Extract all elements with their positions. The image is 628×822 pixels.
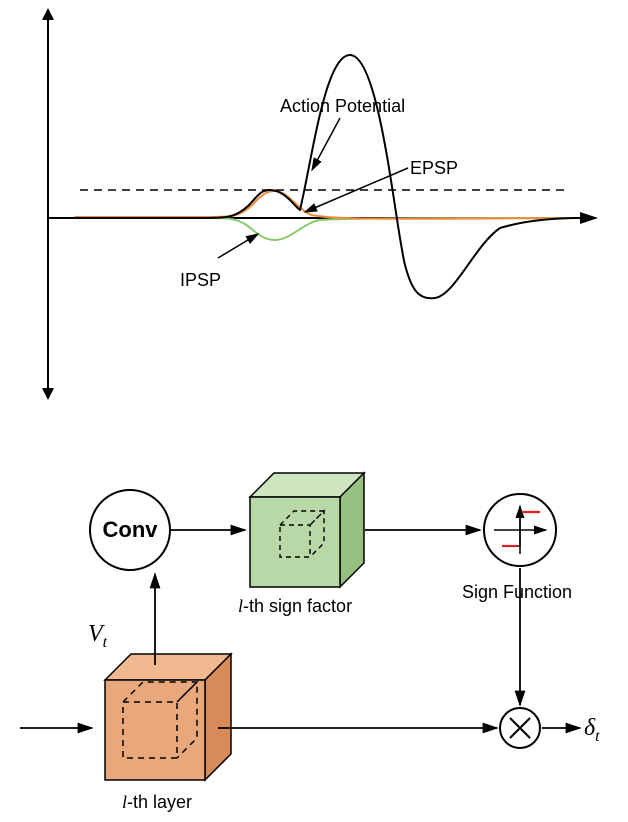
epsp-label: EPSP [410, 158, 458, 179]
diagram-canvas: Conv [0, 0, 628, 822]
sign-function-label: Sign Function [462, 582, 572, 603]
vt-label: Vt [88, 620, 107, 652]
action-potential-label: Action Potential [280, 96, 405, 117]
layer-cube [105, 654, 231, 780]
svg-text:Conv: Conv [103, 517, 159, 542]
layer-label: l-th layer [122, 792, 192, 813]
ipsp-label: IPSP [180, 270, 221, 291]
delta-label: δt [584, 714, 600, 746]
sign-factor-cube [250, 473, 364, 587]
sign-factor-label: l-th sign factor [238, 596, 352, 617]
